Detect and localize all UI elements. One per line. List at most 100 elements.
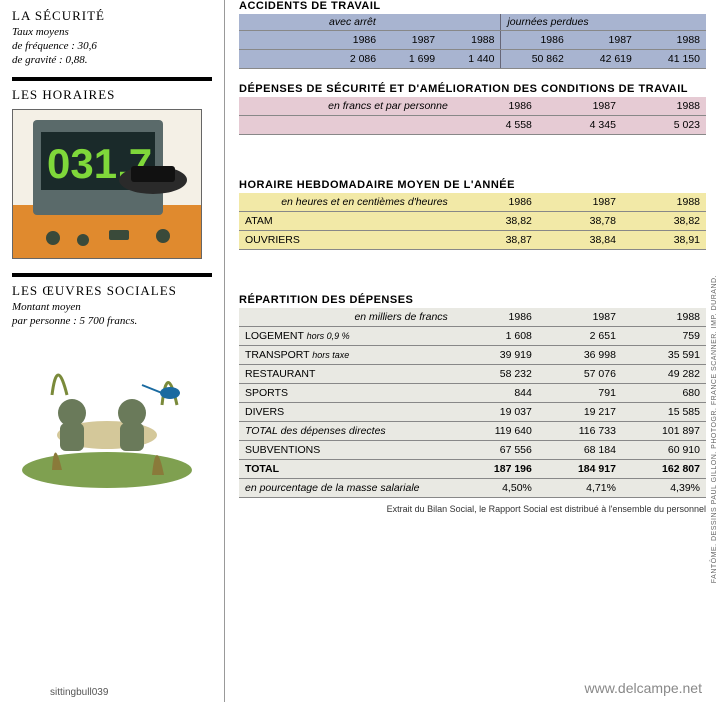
- rep-sv-v1: 67 556: [454, 441, 538, 460]
- rep-r2-v3: 49 282: [622, 365, 706, 384]
- side-credit: FANTÔME. DESSINS PAUL GILLON. PHOTOGR. F…: [711, 275, 718, 583]
- accidents-head-left: avec arrêt: [323, 14, 501, 31]
- securite-title: LA SÉCURITÉ: [12, 8, 212, 24]
- rep-table: en milliers de francs 1986 1987 1988 LOG…: [239, 308, 706, 498]
- depsecu-sub: en francs et par personne: [239, 97, 454, 116]
- oeuvres-sub: Montant moyen par personne : 5 700 franc…: [12, 301, 212, 329]
- rep-r3-v2: 791: [538, 384, 622, 403]
- right-column: ACCIDENTS DE TRAVAIL avec arrêt journées…: [225, 0, 720, 702]
- rep-r4-v2: 19 217: [538, 403, 622, 422]
- rep-sv-v3: 60 910: [622, 441, 706, 460]
- securite-line3: de gravité : 0,88.: [12, 54, 87, 66]
- acc-v2: 1 699: [382, 50, 441, 69]
- oeuvres-line2: par personne : 5 700 francs.: [12, 315, 137, 327]
- rep-r1-v1: 39 919: [454, 346, 538, 365]
- rep-p-v2: 4,71%: [538, 479, 622, 498]
- rep-r0-v2: 2 651: [538, 327, 622, 346]
- rep-st-v3: 101 897: [622, 422, 706, 441]
- watermark: www.delcampe.net: [584, 680, 702, 696]
- horaires-title: LES HORAIRES: [12, 87, 212, 103]
- rep-r4-v3: 15 585: [622, 403, 706, 422]
- depsecu-title: DÉPENSES DE SÉCURITÉ ET D'AMÉLIORATION D…: [239, 83, 706, 95]
- ds-y3: 1988: [622, 97, 706, 116]
- rep-st-v1: 119 640: [454, 422, 538, 441]
- rep-st-v2: 116 733: [538, 422, 622, 441]
- rep-sub: en milliers de francs: [239, 308, 454, 327]
- acc-y3: 1988: [441, 31, 501, 50]
- rep-r3-v1: 844: [454, 384, 538, 403]
- ds-y1: 1986: [454, 97, 538, 116]
- hh-r1-label: ATAM: [239, 212, 454, 231]
- hh-r2-v2: 38,84: [538, 231, 622, 250]
- hh-r2-label: OUVRIERS: [239, 231, 454, 250]
- accidents-head-right: journées perdues: [501, 14, 706, 31]
- rep-r1-note: hors taxe: [312, 350, 349, 360]
- ds-y2: 1987: [538, 97, 622, 116]
- hh-sub: en heures et en centièmes d'heures: [239, 193, 454, 212]
- acc-y2: 1987: [382, 31, 441, 50]
- securite-sub: Taux moyens de fréquence : 30,6 de gravi…: [12, 26, 212, 67]
- accidents-table: avec arrêt journées perdues 1986 1987 19…: [239, 14, 706, 69]
- rep-y2: 1987: [538, 308, 622, 327]
- rep-r4-v1: 19 037: [454, 403, 538, 422]
- rep-r2-v1: 58 232: [454, 365, 538, 384]
- rep-sv-v2: 68 184: [538, 441, 622, 460]
- rep-r1-lbl: TRANSPORT: [245, 349, 309, 361]
- securite-line2: de fréquence : 30,6: [12, 40, 97, 52]
- horaires-illustration: 031.7: [12, 109, 202, 259]
- rep-p-v3: 4,39%: [622, 479, 706, 498]
- rep-r2-label: RESTAURANT: [239, 365, 454, 384]
- acc-v3: 1 440: [441, 50, 501, 69]
- rep-y1: 1986: [454, 308, 538, 327]
- securite-line1: Taux moyens: [12, 26, 69, 38]
- hh-r1-v2: 38,78: [538, 212, 622, 231]
- rep-pct-label: en pourcentage de la masse salariale: [239, 479, 454, 498]
- rep-title: RÉPARTITION DES DÉPENSES: [239, 294, 706, 306]
- acc-y1: 1986: [323, 31, 382, 50]
- oeuvres-illustration: [12, 335, 202, 505]
- hh-table: en heures et en centièmes d'heures 1986 …: [239, 193, 706, 250]
- oeuvres-title: LES ŒUVRES SOCIALES: [12, 283, 212, 299]
- rep-subv-label: SUBVENTIONS: [239, 441, 454, 460]
- rep-t-v3: 162 807: [622, 460, 706, 479]
- depsecu-table: en francs et par personne 1986 1987 1988…: [239, 97, 706, 135]
- rule-1: [12, 77, 212, 81]
- rep-r1-v2: 36 998: [538, 346, 622, 365]
- rep-r0-v3: 759: [622, 327, 706, 346]
- left-column: LA SÉCURITÉ Taux moyens de fréquence : 3…: [0, 0, 225, 702]
- hh-r1-v1: 38,82: [454, 212, 538, 231]
- rep-p-v1: 4,50%: [454, 479, 538, 498]
- acc-y4: 1986: [501, 31, 570, 50]
- acc-v5: 42 619: [570, 50, 638, 69]
- rep-t-v1: 187 196: [454, 460, 538, 479]
- hh-r1-v3: 38,82: [622, 212, 706, 231]
- rep-r1-label: TRANSPORT hors taxe: [239, 346, 454, 365]
- user-tag: sittingbull039: [50, 687, 108, 698]
- rep-subtotal-label: TOTAL des dépenses directes: [239, 422, 454, 441]
- rep-r3-v3: 680: [622, 384, 706, 403]
- acc-v1: 2 086: [323, 50, 382, 69]
- hh-r2-v3: 38,91: [622, 231, 706, 250]
- rep-r0-note: hors 0,9 %: [307, 331, 350, 341]
- rep-y3: 1988: [622, 308, 706, 327]
- rep-r0-lbl: LOGEMENT: [245, 330, 304, 342]
- rule-2: [12, 273, 212, 277]
- ds-v1: 4 558: [454, 116, 538, 135]
- rep-r0-label: LOGEMENT hors 0,9 %: [239, 327, 454, 346]
- rep-t-v2: 184 917: [538, 460, 622, 479]
- acc-y5: 1987: [570, 31, 638, 50]
- accidents-title: ACCIDENTS DE TRAVAIL: [239, 0, 706, 12]
- acc-y6: 1988: [638, 31, 706, 50]
- hh-r2-v1: 38,87: [454, 231, 538, 250]
- securite-block: LA SÉCURITÉ Taux moyens de fréquence : 3…: [12, 8, 212, 67]
- acc-v4: 50 862: [501, 50, 570, 69]
- rep-r3-label: SPORTS: [239, 384, 454, 403]
- ds-v3: 5 023: [622, 116, 706, 135]
- footnote: Extrait du Bilan Social, le Rapport Soci…: [239, 504, 706, 514]
- rep-r0-v1: 1 608: [454, 327, 538, 346]
- oeuvres-line1: Montant moyen: [12, 301, 81, 313]
- hh-y1: 1986: [454, 193, 538, 212]
- rep-r4-label: DIVERS: [239, 403, 454, 422]
- hh-title: HORAIRE HEBDOMADAIRE MOYEN DE L'ANNÉE: [239, 179, 706, 191]
- rep-r1-v3: 35 591: [622, 346, 706, 365]
